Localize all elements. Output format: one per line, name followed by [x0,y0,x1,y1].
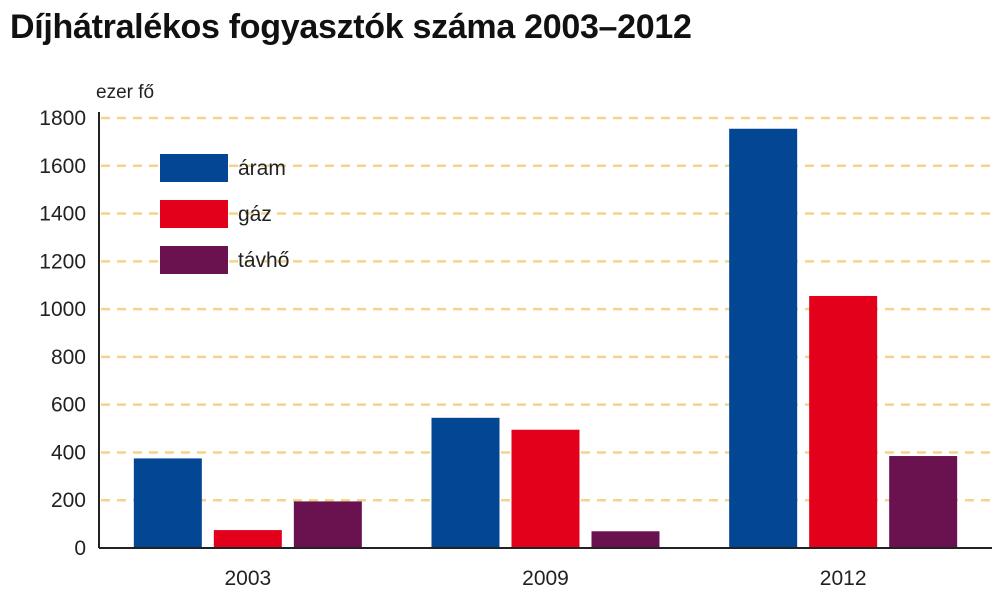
x-tick-label-2003: 2003 [224,567,271,590]
legend-swatch-áram [160,154,228,182]
y-tick-label-600: 600 [51,394,86,417]
x-tick-label-2009: 2009 [522,567,569,590]
legend-label-áram: áram [238,157,286,180]
y-tick-label-1200: 1200 [39,250,86,273]
y-tick-label-1400: 1400 [39,203,86,226]
y-tick-label-0: 0 [74,537,86,560]
bar-gáz-2012 [809,295,878,548]
bars [133,128,958,548]
axes [98,112,992,549]
legend-label-távhő: távhő [238,249,289,272]
y-tick-label-800: 800 [51,346,86,369]
y-tick-label-200: 200 [51,489,86,512]
bar-áram-2003 [133,458,202,548]
chart-title: Díjhátralékos fogyasztók száma 2003–2012 [10,8,692,46]
legend: áram gáz távhő [160,154,289,274]
bar-áram-2012 [729,128,798,548]
bar-áram-2009 [431,417,500,548]
bar-távhő-2012 [889,456,958,548]
legend-label-gáz: gáz [238,203,272,226]
y-axis-unit-label: ezer fő [96,82,154,103]
x-axis-ticks: 2003 2009 2012 [224,567,866,590]
bar-gáz-2003 [213,530,282,548]
legend-swatch-távhő [160,246,228,274]
y-tick-label-1000: 1000 [39,298,86,321]
y-axis-ticks: 0 200 400 600 800 1000 1200 1400 1600 1800 [39,107,86,560]
x-tick-label-2012: 2012 [820,567,867,590]
legend-swatch-gáz [160,200,228,228]
bar-távhő-2009 [591,531,660,548]
bar-gáz-2009 [511,429,580,548]
bar-távhő-2003 [293,501,362,548]
y-tick-label-400: 400 [51,441,86,464]
y-tick-label-1600: 1600 [39,155,86,178]
y-tick-label-1800: 1800 [39,107,86,130]
